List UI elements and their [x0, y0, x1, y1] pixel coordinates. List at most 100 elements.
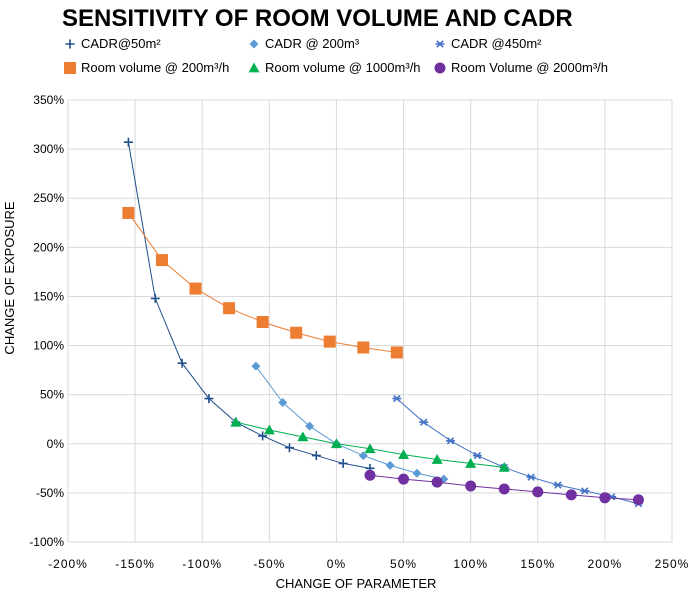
- y-tick-label: 100%: [33, 339, 64, 353]
- legend-item: Room volume @ 200m³/h: [64, 60, 229, 75]
- x-tick-label: 50%: [390, 557, 417, 571]
- y-tick-label: -50%: [36, 486, 64, 500]
- data-point: [204, 394, 214, 404]
- x-tick-label: -150%: [115, 557, 155, 571]
- data-point: [446, 437, 456, 445]
- data-point: [251, 361, 261, 371]
- legend-label: CADR @ 200m³: [265, 36, 360, 51]
- data-point: [338, 458, 348, 468]
- series-4: [122, 206, 403, 359]
- legend-marker: [434, 62, 446, 74]
- data-point: [398, 449, 410, 459]
- data-point: [465, 480, 477, 492]
- axes: -100% -50% 0% 50% 100% 150% 200% 250% 300% 350% -2…: [29, 93, 690, 571]
- data-point: [223, 302, 236, 315]
- data-point: [297, 431, 309, 442]
- data-point: [385, 460, 395, 470]
- data-point: [431, 453, 443, 464]
- legend-marker: [249, 39, 259, 49]
- data-point: [553, 481, 563, 489]
- data-point: [580, 487, 590, 495]
- legend-marker: [248, 62, 260, 73]
- data-point: [498, 483, 510, 495]
- data-point: [419, 418, 429, 426]
- data-point: [155, 254, 168, 267]
- series-6: [364, 469, 644, 506]
- legend-item: Room volume @ 1000m³/h: [248, 60, 421, 75]
- data-point: [278, 398, 288, 408]
- y-tick-label: 200%: [33, 240, 64, 254]
- x-tick-label: 100%: [453, 557, 488, 571]
- data-point: [465, 457, 477, 468]
- legend-item: CADR @ 200m³: [249, 36, 360, 51]
- data-point: [230, 416, 242, 427]
- data-point: [526, 473, 536, 481]
- y-tick-label: 150%: [33, 289, 64, 303]
- data-point: [357, 341, 370, 354]
- data-point: [305, 421, 315, 431]
- x-tick-label: 200%: [588, 557, 623, 571]
- series-2: [251, 361, 449, 484]
- legend-label: CADR @450m²: [451, 36, 542, 51]
- series-layer: [122, 137, 644, 508]
- legend-label: Room volume @ 200m³/h: [81, 60, 229, 75]
- data-point: [599, 492, 611, 504]
- data-point: [392, 394, 402, 403]
- data-point: [290, 326, 303, 339]
- data-point: [330, 438, 342, 449]
- data-point: [122, 206, 135, 219]
- y-tick-label: 50%: [40, 388, 64, 402]
- data-point: [189, 282, 202, 295]
- legend-marker: [435, 40, 445, 48]
- data-point: [632, 494, 644, 506]
- x-tick-label: 150%: [520, 557, 555, 571]
- data-point: [390, 346, 403, 359]
- data-point: [532, 486, 544, 498]
- x-tick-label: 250%: [655, 557, 690, 571]
- series-line: [255, 365, 444, 480]
- y-tick-label: 250%: [33, 191, 64, 205]
- data-point: [472, 451, 482, 460]
- data-point: [150, 293, 160, 303]
- y-tick-label: 300%: [33, 142, 64, 156]
- data-point: [263, 424, 275, 435]
- data-point: [498, 461, 510, 472]
- legend-item: Room Volume @ 2000m³/h: [434, 60, 608, 75]
- legend-label: Room volume @ 1000m³/h: [265, 60, 421, 75]
- x-tick-label: 0%: [327, 557, 346, 571]
- data-point: [565, 489, 577, 501]
- data-point: [258, 431, 268, 441]
- y-tick-label: -100%: [29, 535, 64, 549]
- data-point: [364, 443, 376, 454]
- data-point: [398, 473, 410, 485]
- data-point: [284, 443, 294, 453]
- x-tick-label: -200%: [48, 557, 88, 571]
- legend-item: CADR @450m²: [435, 36, 542, 51]
- x-tick-label: -50%: [253, 557, 285, 571]
- legend-label: Room Volume @ 2000m³/h: [451, 60, 608, 75]
- legend-label: CADR@50m²: [81, 36, 161, 51]
- y-tick-label: 350%: [33, 93, 64, 107]
- data-point: [364, 469, 376, 481]
- data-point: [177, 358, 187, 368]
- data-point: [431, 476, 443, 488]
- data-point: [256, 315, 269, 328]
- series-line: [127, 142, 371, 469]
- data-point: [323, 335, 336, 348]
- y-tick-label: 0%: [47, 437, 65, 451]
- data-point: [358, 451, 368, 461]
- series-line: [396, 398, 639, 505]
- legend-marker: [64, 62, 76, 74]
- y-axis-label: CHANGE OF EXPOSURE: [2, 201, 17, 354]
- grid: [67, 99, 673, 543]
- x-tick-label: -100%: [182, 557, 222, 571]
- legend-marker: [65, 39, 75, 49]
- data-point: [123, 137, 133, 147]
- x-axis-label: CHANGE OF PARAMETER: [276, 576, 437, 591]
- legend-item: CADR@50m²: [65, 36, 161, 51]
- data-point: [412, 468, 422, 478]
- legend: CADR@50m² CADR @ 200m³ CADR @450m² Room vol…: [64, 36, 608, 75]
- chart-title: SENSITIVITY OF ROOM VOLUME AND CADR: [62, 5, 573, 32]
